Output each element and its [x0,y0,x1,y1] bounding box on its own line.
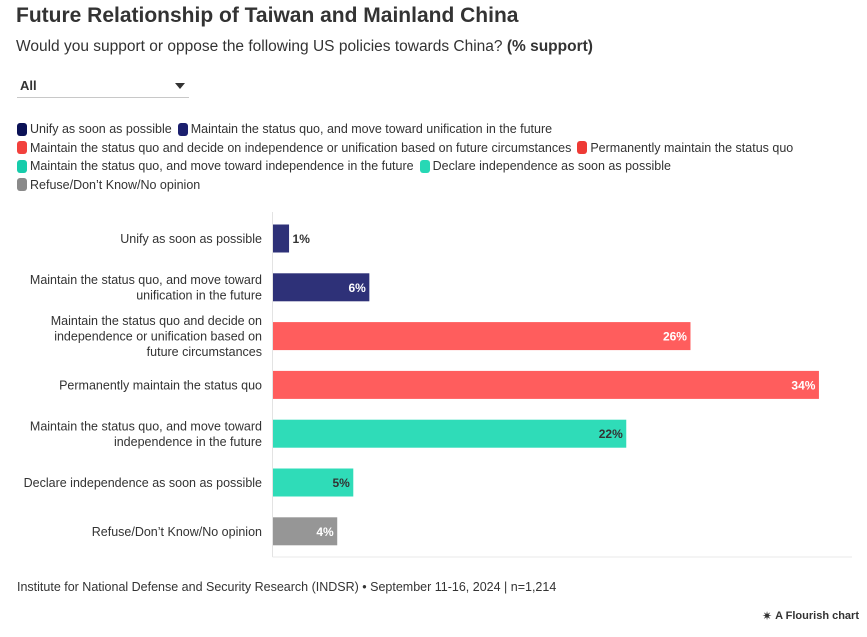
subtitle-text: Would you support or oppose the followin… [16,38,503,55]
legend-label: Maintain the status quo, and move toward… [190,122,553,137]
legend-label: Declare independence as soon as possible [432,159,671,174]
legend-row: Maintain the status quo and decide on in… [17,139,857,158]
category-label-line: Maintain the status quo and decide on [51,314,262,328]
data-label: 5% [332,476,350,490]
category-label-line: Maintain the status quo, and move toward [30,273,262,287]
legend-swatch [419,159,430,173]
category-label-line: unification in the future [136,289,262,303]
category-label-line: Permanently maintain the status quo [59,378,262,392]
legend-item-unify-asap[interactable]: Unify as soon as possible [17,122,172,136]
legend: Unify as soon as possible Maintain the s… [17,120,857,194]
data-label: 34% [791,378,815,392]
legend-swatch [17,159,27,173]
legend-item-independence-asap[interactable]: Declare independence as soon as possible [419,159,671,174]
category-label-line: Declare independence as soon as possible [24,476,262,490]
data-label: 1% [293,232,311,246]
data-label: 26% [663,330,687,344]
legend-swatch [17,141,27,155]
chart-title: Future Relationship of Taiwan and Mainla… [16,4,519,27]
bar[interactable] [273,224,290,253]
legend-item-status-quo-independence[interactable]: Maintain the status quo, and move toward… [17,159,414,173]
legend-row: Maintain the status quo, and move toward… [17,157,857,176]
category-label: Maintain the status quo and decide on ind… [51,314,262,359]
bar[interactable] [273,273,370,302]
category-label-line: Unify as soon as possible [120,232,262,246]
legend-item-refuse-dont-know[interactable]: Refuse/Don’t Know/No opinion [17,178,200,192]
category-label: Permanently maintain the status quo [59,378,262,392]
legend-label: Maintain the status quo, and move toward… [30,159,414,174]
category-label: Unify as soon as possible [120,232,262,246]
chart-subtitle: Would you support or oppose the followin… [16,38,593,56]
legend-label: Refuse/Don’t Know/No opinion [30,177,201,192]
legend-swatch [17,122,27,136]
filter-dropdown[interactable]: All [17,74,189,98]
data-label: 6% [348,281,366,295]
legend-item-status-quo-decide-later[interactable]: Maintain the status quo and decide on in… [17,141,571,155]
legend-label: Maintain the status quo and decide on in… [30,140,572,155]
bar[interactable] [273,517,338,546]
legend-label: Permanently maintain the status quo [590,140,794,155]
bar[interactable] [273,370,819,399]
subtitle-unit: (% support) [506,38,593,55]
flourish-logo-icon: ✷ [762,609,773,623]
bar-chart: Unify as soon as possible 1% Maintain the … [24,212,852,558]
bar[interactable] [273,468,354,497]
legend-item-status-quo-unification[interactable]: Maintain the status quo, and move toward… [177,122,553,137]
legend-swatch [577,141,588,155]
flourish-credit-link[interactable]: ✷ A Flourish chart [762,609,859,623]
category-label: Maintain the status quo, and move toward… [30,273,262,303]
source-footer: Institute for National Defense and Secur… [17,580,557,594]
legend-label: Unify as soon as possible [30,122,172,137]
legend-swatch [17,178,27,192]
filter-selected-value: All [20,78,37,93]
legend-row: Unify as soon as possible Maintain the s… [17,120,857,139]
category-label-line: independence or unification based on [54,330,262,344]
category-label-line: future circumstances [147,345,262,359]
chevron-down-icon [175,83,185,89]
category-label-line: Maintain the status quo, and move toward [30,419,262,433]
category-label: Declare independence as soon as possible [24,476,262,490]
category-label: Maintain the status quo, and move toward… [30,419,262,449]
bar[interactable] [273,322,691,351]
data-label: 22% [599,427,623,441]
data-label: 4% [316,525,334,539]
credit-label: A Flourish chart [775,610,859,622]
legend-swatch [177,122,188,136]
bar[interactable] [273,419,627,448]
legend-row: Refuse/Don’t Know/No opinion [17,176,857,195]
category-label-line: independence in the future [114,435,262,449]
category-label: Refuse/Don’t Know/No opinion [92,525,262,539]
category-label-line: Refuse/Don’t Know/No opinion [92,525,262,539]
legend-item-permanent-status-quo[interactable]: Permanently maintain the status quo [577,141,793,155]
